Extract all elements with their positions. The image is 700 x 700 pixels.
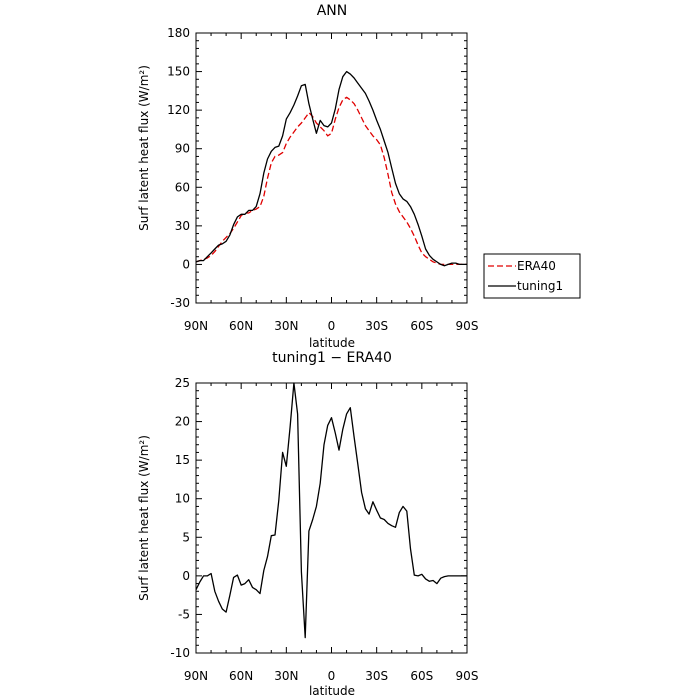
bottom-ytick-label: 20 [175,415,190,429]
bottom-chart-title: tuning1 − ERA40 [272,350,392,366]
top-xtick-label: 30N [274,319,298,333]
bottom-xtick-label: 0 [328,669,336,683]
legend: ERA40 tuning1 [483,253,581,299]
bottom-ytick-label: 10 [175,492,190,506]
top-ytick-label: -30 [170,296,190,310]
top-chart-lines [195,70,467,267]
top-chart-ticks: -30 0 30 60 90 120 150 180 90N 60N 30N 0 30S 60S 90S [167,26,478,333]
top-series-line-era40 [195,96,467,266]
bottom-xtick-label: 30S [365,669,388,683]
bottom-xtick-label: 30N [274,669,298,683]
top-xtick-label: 60S [410,319,433,333]
top-series-line-tuning1 [195,70,467,267]
bottom-xtick-label: 90N [184,669,208,683]
legend-box [483,253,581,299]
top-chart-frame [195,32,468,304]
top-ytick-label: 0 [182,257,190,271]
top-ytick-label: 180 [167,26,190,40]
bottom-ytick-label: -10 [170,646,190,660]
bottom-series-line-diff [195,382,467,639]
bottom-chart-xlabel: latitude [309,684,355,698]
bottom-ytick-label: -5 [178,607,190,621]
bottom-ytick-label: 0 [182,569,190,583]
top-ytick-label: 60 [175,180,190,194]
bottom-xtick-label: 60S [410,669,433,683]
legend-tuning1-label: tuning1 [517,279,563,293]
bottom-chart-ticks: -10 -5 0 5 10 15 20 25 90N 60N 30N 0 30S 60S 90S [170,376,478,683]
bottom-xtick-label: 60N [229,669,253,683]
bottom-chart-frame [195,382,468,654]
bottom-ytick-label: 15 [175,453,190,467]
top-ytick-label: 150 [167,65,190,79]
top-xtick-label: 90S [456,319,479,333]
bottom-chart: tuning1 − ERA40 Surf latent heat flux (W… [137,350,478,698]
top-ytick-label: 90 [175,142,190,156]
top-chart-ylabel: Surf latent heat flux (W/m²) [137,65,151,231]
top-chart-title: ANN [317,3,348,19]
bottom-xtick-label: 90S [456,669,479,683]
top-chart-xlabel: latitude [309,336,355,350]
top-xtick-label: 30S [365,319,388,333]
top-xtick-label: 0 [328,319,336,333]
bottom-chart-lines [195,382,467,639]
top-xtick-label: 60N [229,319,253,333]
legend-era40-label: ERA40 [517,259,556,273]
bottom-ytick-label: 25 [175,376,190,390]
bottom-chart-ylabel: Surf latent heat flux (W/m²) [137,435,151,601]
top-xtick-label: 90N [184,319,208,333]
top-ytick-label: 120 [167,103,190,117]
bottom-ytick-label: 5 [182,530,190,544]
top-chart: ANN Surf latent heat flux (W/m²) latitud… [137,3,478,350]
top-ytick-label: 30 [175,219,190,233]
